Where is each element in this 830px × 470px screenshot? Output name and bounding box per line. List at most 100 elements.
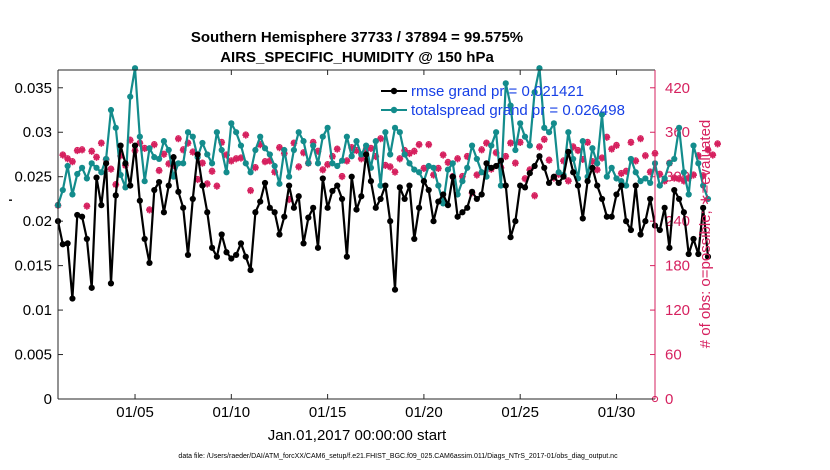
totalspread-point bbox=[257, 133, 264, 140]
obs-evaluated-marker bbox=[295, 163, 303, 171]
obs-evaluated-marker bbox=[266, 157, 274, 165]
rmse-point bbox=[305, 214, 312, 221]
rmse-point bbox=[295, 193, 302, 200]
totalspread-point bbox=[290, 146, 298, 154]
obs-evaluated-marker bbox=[637, 135, 644, 143]
totalspread-point bbox=[83, 175, 90, 182]
obs-evaluated-marker bbox=[232, 155, 240, 163]
obs-evaluated-marker bbox=[685, 174, 693, 182]
rmse-point bbox=[430, 218, 437, 225]
obs-evaluated-marker bbox=[213, 182, 221, 190]
obs-evaluated-marker bbox=[391, 168, 399, 176]
rmse-point bbox=[252, 209, 259, 216]
totalspread-point bbox=[175, 160, 182, 167]
rmse-point bbox=[690, 235, 697, 243]
totalspread-point bbox=[329, 160, 336, 167]
totalspread-point bbox=[666, 160, 673, 167]
rmse-point bbox=[117, 142, 124, 149]
rmse-point bbox=[632, 182, 639, 189]
totalspread-point bbox=[146, 145, 153, 152]
obs-evaluated-marker bbox=[564, 177, 572, 185]
obs-evaluated-marker bbox=[381, 162, 389, 169]
x-axis-label: Jan.01,2017 00:00:00 start bbox=[268, 427, 447, 444]
totalspread-point bbox=[300, 138, 307, 145]
rmse-point bbox=[406, 182, 413, 189]
obs-evaluated-marker bbox=[483, 139, 490, 147]
totalspread-point bbox=[314, 160, 322, 167]
rmse-point bbox=[367, 178, 375, 185]
totalspread-point bbox=[387, 151, 394, 158]
rmse-point bbox=[584, 178, 591, 185]
totalspread-point bbox=[473, 155, 480, 163]
totalspread-point bbox=[608, 164, 615, 171]
obs-evaluated-marker bbox=[170, 162, 177, 169]
obs-evaluated-marker bbox=[617, 170, 625, 178]
rmse-point bbox=[594, 182, 601, 189]
y-tick-label: 0.005 bbox=[14, 347, 52, 364]
y-tick-label: 0.015 bbox=[14, 258, 52, 275]
y-tick-label: 0 bbox=[44, 391, 52, 408]
rmse-point bbox=[334, 182, 341, 189]
rmse-point bbox=[338, 195, 346, 203]
rmse-point bbox=[459, 209, 466, 216]
y-tick-label: 0.035 bbox=[14, 80, 52, 97]
rmse-point bbox=[310, 204, 317, 211]
obs-evaluated-marker bbox=[603, 134, 611, 141]
totalspread-point bbox=[502, 80, 509, 87]
totalspread-point bbox=[704, 195, 712, 203]
rmse-point bbox=[93, 174, 100, 181]
rmse-point bbox=[160, 209, 168, 216]
obs-evaluated-marker bbox=[459, 173, 466, 181]
rmse-point bbox=[324, 204, 331, 211]
rmse-point bbox=[541, 164, 548, 171]
rmse-point bbox=[257, 198, 264, 205]
rmse-point bbox=[680, 209, 687, 216]
obs-evaluated-marker bbox=[319, 166, 327, 174]
obs-evaluated-marker bbox=[560, 157, 567, 165]
totalspread-point bbox=[136, 133, 143, 140]
totalspread-point bbox=[372, 138, 379, 145]
rmse-point bbox=[319, 175, 326, 182]
totalspread-point bbox=[151, 154, 158, 161]
left-axis-ticks: 0 0.005 0.01 0.015 0.02 0.025 0.03 0.035 bbox=[14, 80, 63, 408]
rmse-point bbox=[642, 218, 649, 225]
totalspread-point bbox=[98, 169, 105, 176]
rmse-point bbox=[560, 173, 567, 180]
rmse-point bbox=[661, 204, 668, 211]
obs-evaluated-marker bbox=[343, 157, 351, 165]
left-axis-label-clip: rmse and totalspread bbox=[9, 164, 13, 234]
rmse-point bbox=[146, 259, 153, 267]
totalspread-point bbox=[589, 145, 596, 152]
totalspread-point bbox=[656, 182, 663, 189]
obs-evaluated-marker bbox=[271, 168, 279, 176]
rmse-point bbox=[64, 240, 71, 247]
obs-evaluated-marker bbox=[261, 158, 269, 166]
totalspread-point bbox=[598, 111, 606, 118]
rmse-point bbox=[440, 191, 447, 198]
rmse-point bbox=[454, 213, 461, 220]
obs-evaluated-marker bbox=[227, 157, 235, 165]
obs-evaluated-marker bbox=[579, 156, 587, 164]
obs-evaluated-marker bbox=[141, 145, 149, 152]
obs-evaluated-marker bbox=[353, 147, 360, 155]
rmse-point bbox=[618, 182, 625, 189]
rmse-point bbox=[473, 195, 480, 203]
rmse-point bbox=[449, 173, 456, 180]
rmse-point bbox=[165, 182, 172, 189]
obs-evaluated-marker bbox=[589, 158, 596, 166]
rmse-point bbox=[233, 251, 240, 259]
obs-evaluated-marker bbox=[526, 166, 534, 174]
obs-evaluated-marker bbox=[439, 151, 447, 159]
y-tick-label: 0.025 bbox=[14, 169, 52, 186]
rmse-point bbox=[608, 213, 615, 220]
obs-evaluated-marker bbox=[622, 168, 630, 175]
totalspread-point bbox=[613, 175, 620, 182]
rmse-point bbox=[276, 231, 283, 238]
obs-evaluated-marker bbox=[333, 145, 341, 153]
totalspread-point bbox=[261, 145, 269, 152]
totalspread-point bbox=[242, 160, 249, 167]
rmse-point bbox=[78, 213, 86, 220]
rmse-point bbox=[218, 231, 225, 238]
rmse-point bbox=[704, 253, 712, 260]
